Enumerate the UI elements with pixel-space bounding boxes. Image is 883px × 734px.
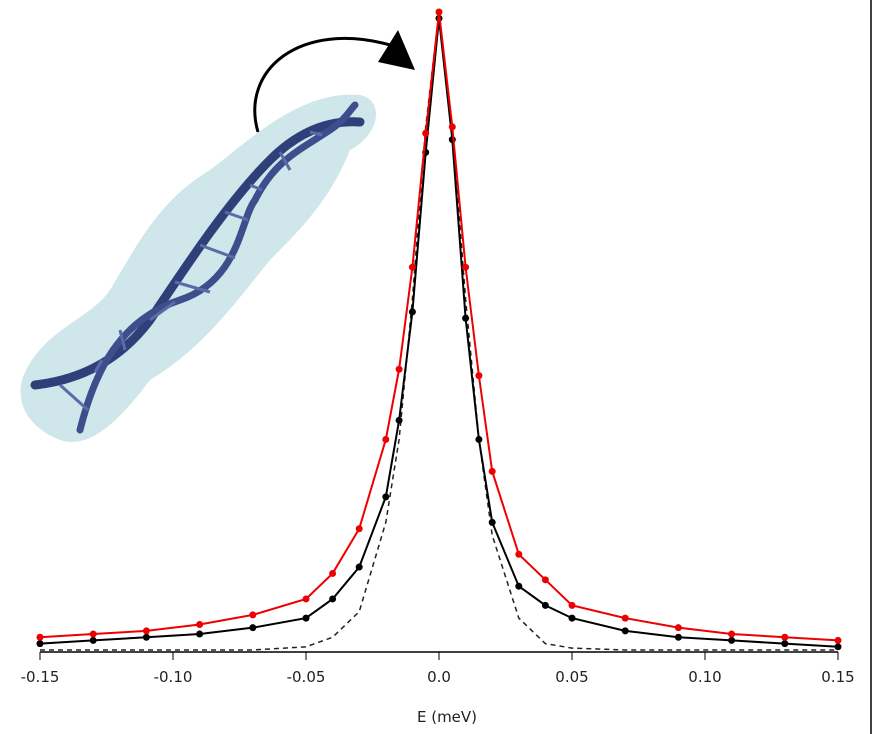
data-point — [462, 314, 470, 322]
data-point — [408, 263, 416, 271]
data-point — [36, 633, 44, 641]
data-point — [781, 640, 789, 648]
data-point — [781, 633, 789, 641]
data-point — [462, 263, 470, 271]
data-point — [834, 636, 842, 644]
dna-illustration — [20, 30, 415, 442]
data-point — [728, 630, 736, 638]
data-point — [488, 518, 496, 526]
data-point — [355, 563, 363, 571]
data-point — [674, 633, 682, 641]
data-point — [302, 614, 310, 622]
x-tick-label: 0.15 — [821, 668, 854, 686]
data-point — [568, 614, 576, 622]
data-point — [475, 372, 483, 380]
data-point — [475, 435, 483, 443]
data-point — [674, 624, 682, 632]
data-point — [249, 611, 257, 619]
data-point — [834, 643, 842, 651]
x-tick-label: 0.0 — [427, 668, 451, 686]
dna-glow — [20, 94, 377, 442]
dna-rungs — [59, 130, 323, 412]
data-point — [515, 550, 523, 558]
data-point — [382, 435, 390, 443]
data-point — [355, 525, 363, 533]
data-point — [382, 493, 390, 501]
data-point — [395, 365, 403, 373]
x-tick-label: -0.10 — [154, 668, 193, 686]
x-tick-label: 0.10 — [688, 668, 721, 686]
data-point — [621, 627, 629, 635]
x-tick-label: 0.05 — [555, 668, 588, 686]
data-point — [435, 8, 443, 16]
data-point — [89, 630, 97, 638]
data-point — [621, 614, 629, 622]
data-point — [568, 601, 576, 609]
arrowhead — [378, 30, 415, 70]
data-point — [249, 624, 257, 632]
data-point — [329, 569, 337, 577]
data-point — [142, 633, 150, 641]
data-point — [302, 595, 310, 603]
data-point — [448, 123, 456, 131]
x-tick-label: -0.15 — [21, 668, 60, 686]
arrow — [253, 36, 391, 133]
data-point — [728, 636, 736, 644]
data-point — [515, 582, 523, 590]
data-point — [329, 595, 337, 603]
data-point — [89, 636, 97, 644]
data-point — [488, 467, 496, 475]
data-point — [196, 630, 204, 638]
data-point — [142, 627, 150, 635]
data-point — [541, 601, 549, 609]
data-point — [196, 620, 204, 628]
data-point — [408, 308, 416, 316]
data-point — [541, 576, 549, 584]
data-point — [395, 416, 403, 424]
data-point — [36, 640, 44, 648]
x-axis-title: E (meV) — [417, 708, 477, 726]
x-tick-label: -0.05 — [287, 668, 326, 686]
data-point — [422, 129, 430, 137]
